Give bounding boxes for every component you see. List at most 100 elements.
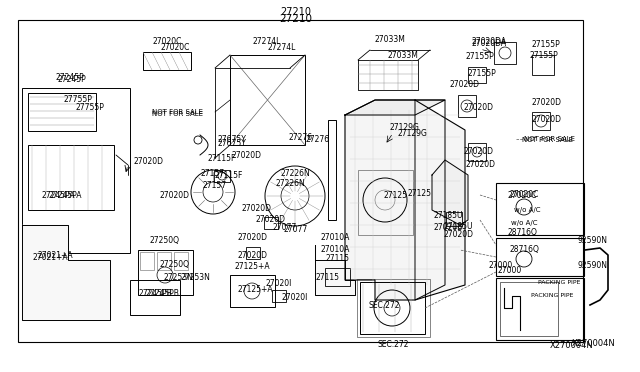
Text: 27020C: 27020C	[152, 37, 182, 46]
Bar	[532, 112, 550, 130]
Text: 27020D: 27020D	[237, 250, 267, 260]
Text: 27226N: 27226N	[280, 169, 310, 178]
Bar	[140, 252, 154, 270]
Text: 27274L: 27274L	[267, 42, 296, 51]
Text: 27253N: 27253N	[180, 273, 210, 282]
Bar	[246, 247, 260, 259]
Text: 27077: 27077	[273, 224, 297, 232]
Text: 27020D: 27020D	[464, 148, 494, 157]
Text: PACKING PIPE: PACKING PIPE	[538, 279, 580, 285]
Text: w/o A/C: w/o A/C	[511, 220, 537, 226]
Text: 27245P: 27245P	[56, 74, 84, 83]
Bar	[496, 183, 584, 235]
Text: 27276: 27276	[289, 132, 313, 141]
Bar	[328, 120, 336, 220]
Text: 27210: 27210	[280, 7, 312, 17]
Text: 27020DA: 27020DA	[472, 38, 507, 48]
Text: 27755P: 27755P	[76, 103, 104, 112]
Bar	[532, 55, 554, 75]
Text: 27033M: 27033M	[387, 51, 418, 60]
Text: w/o A/C: w/o A/C	[514, 207, 540, 213]
Text: 27020D: 27020D	[242, 204, 272, 213]
Text: 27020D: 27020D	[238, 233, 268, 242]
Polygon shape	[315, 245, 355, 295]
Text: 27000: 27000	[498, 266, 522, 275]
Polygon shape	[345, 100, 445, 115]
Bar	[468, 143, 486, 161]
Bar	[272, 290, 286, 302]
Text: 27245PA: 27245PA	[48, 190, 82, 199]
Text: 27020C: 27020C	[509, 190, 539, 199]
Text: 27129G: 27129G	[390, 124, 420, 132]
Text: 27020D: 27020D	[532, 115, 562, 125]
Polygon shape	[432, 160, 468, 225]
Text: NOT FOR SALE: NOT FOR SALE	[522, 137, 573, 143]
Text: SEC.272: SEC.272	[377, 340, 409, 349]
Text: 27245PB: 27245PB	[138, 289, 172, 298]
Text: 27245PB: 27245PB	[145, 289, 179, 298]
Text: 27020D: 27020D	[531, 98, 561, 107]
Bar	[18, 20, 583, 342]
Text: 27020I: 27020I	[266, 279, 292, 288]
Text: 28716Q: 28716Q	[507, 228, 537, 237]
Text: 27155P: 27155P	[531, 40, 560, 49]
Bar	[22, 88, 130, 253]
Text: 27010A: 27010A	[320, 233, 349, 242]
Text: 27755P: 27755P	[63, 94, 92, 103]
Text: 27185U: 27185U	[434, 211, 463, 219]
Text: 27250Q: 27250Q	[150, 236, 180, 245]
Text: 27115: 27115	[325, 254, 349, 263]
Text: 27157: 27157	[203, 180, 227, 189]
Bar	[28, 93, 96, 131]
Text: 92590N: 92590N	[578, 260, 608, 269]
Text: 27020D: 27020D	[231, 151, 261, 160]
Bar	[143, 52, 191, 70]
Bar	[446, 212, 462, 226]
Text: 27000: 27000	[489, 260, 513, 269]
Text: 27077: 27077	[284, 225, 308, 234]
Text: 27020DA: 27020DA	[472, 38, 507, 46]
Bar	[357, 279, 430, 337]
Text: 27253N: 27253N	[163, 273, 193, 282]
Text: 27020D: 27020D	[466, 160, 496, 169]
Text: 27020C: 27020C	[160, 42, 189, 51]
Bar	[496, 238, 584, 276]
Text: 27274L: 27274L	[253, 37, 281, 46]
Bar	[230, 55, 305, 145]
Polygon shape	[22, 225, 110, 320]
Text: 27020C: 27020C	[508, 190, 537, 199]
Text: PACKING PIPE: PACKING PIPE	[531, 293, 573, 298]
Text: NOT FOR SALE: NOT FOR SALE	[152, 111, 202, 117]
Text: 27020D: 27020D	[160, 190, 190, 199]
Bar	[496, 278, 584, 340]
Text: 27020D: 27020D	[255, 215, 285, 224]
Text: 27033M: 27033M	[374, 35, 405, 44]
Text: 27125+A: 27125+A	[234, 262, 270, 271]
Text: 27020I: 27020I	[282, 294, 308, 302]
Text: 27010A: 27010A	[320, 246, 349, 254]
Text: 27675Y: 27675Y	[218, 138, 247, 148]
Bar	[230, 275, 275, 307]
Text: 27115: 27115	[316, 273, 340, 282]
Text: NOT FOR SALE: NOT FOR SALE	[152, 109, 204, 115]
Text: 27021+A: 27021+A	[37, 250, 73, 260]
Bar	[138, 250, 193, 295]
Text: 27226N: 27226N	[275, 179, 305, 187]
Text: 27020D: 27020D	[464, 103, 494, 112]
Polygon shape	[345, 100, 465, 300]
Text: 27020D: 27020D	[133, 157, 163, 167]
Text: 27021+A: 27021+A	[32, 253, 68, 262]
Bar	[458, 95, 476, 117]
Text: 27250Q: 27250Q	[160, 260, 190, 269]
Text: 27157: 27157	[201, 169, 225, 178]
Text: 27276: 27276	[306, 135, 330, 144]
Text: X270004N: X270004N	[572, 340, 616, 349]
Bar	[500, 282, 558, 336]
Text: 27125+A: 27125+A	[237, 285, 273, 294]
Text: 92590N: 92590N	[578, 236, 608, 245]
Text: 27125: 27125	[384, 190, 408, 199]
Text: 27129G: 27129G	[397, 128, 427, 138]
Text: NOT FOR SALE: NOT FOR SALE	[524, 136, 575, 142]
Text: 27155P: 27155P	[466, 52, 495, 61]
Text: 27245PA: 27245PA	[41, 190, 75, 199]
